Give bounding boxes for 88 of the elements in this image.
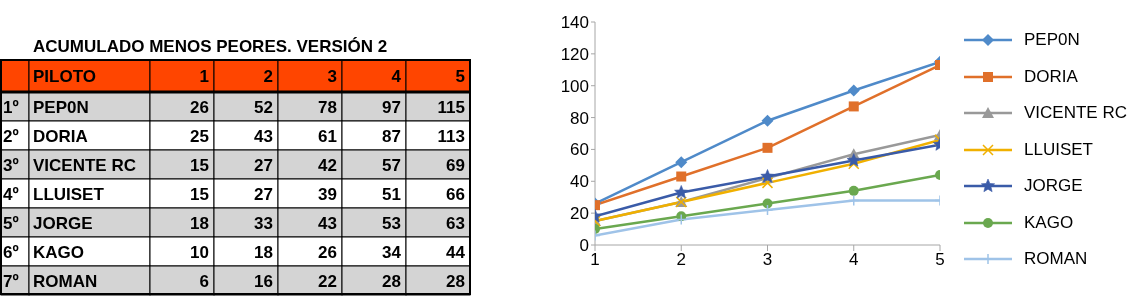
data-label: 28 [446,271,465,291]
data-label: 27 [254,184,273,204]
data-label: 113 [437,126,465,146]
data-label: 66 [446,184,465,204]
legend-label: LLUISET [1024,139,1093,160]
y-tick-label: 100 [560,76,589,96]
x-tick-label: 5 [935,250,945,270]
data-label: 18 [254,242,273,262]
data-label: 34 [382,242,402,262]
y-tick-label: 0 [579,236,589,256]
data-label: 52 [254,97,273,117]
text: 4º [3,184,19,204]
point [848,101,859,112]
x-tick-label: 4 [849,250,859,270]
x-tick-label: 5 [455,67,465,86]
data-label: 6 [199,271,209,291]
y-tick-label: VICENTE RC [33,155,136,175]
data-label: 51 [382,184,401,204]
data-label: 26 [318,242,337,262]
legend-label: ROMAN [1024,249,1088,270]
point [675,213,687,226]
data-label: 27 [254,155,273,175]
y-tick-label: ROMAN [33,271,98,291]
data-label: 43 [254,126,273,146]
point [674,185,689,199]
data-label: 63 [446,213,465,233]
data-label: 26 [190,97,209,117]
text: 2º [3,126,19,146]
data-label: 61 [318,126,337,146]
data-label: 78 [318,97,337,117]
text: 6º [3,242,19,262]
point [761,177,774,189]
data-label: 22 [318,271,337,291]
point [761,204,774,216]
legend-label: JORGE [1024,176,1083,197]
point [762,142,773,153]
point [761,114,774,127]
y-tick-label: PEP0N [33,97,89,117]
y-axis-title: PILOTO [33,67,96,86]
y-tick-label: 140 [560,13,589,33]
point [676,171,687,182]
x-tick-label: 4 [391,67,402,86]
x-tick-label: 2 [676,250,686,270]
y-tick-label: JORGE [33,213,93,233]
data-label: 115 [437,97,465,117]
data-label: 97 [382,97,401,117]
point [675,156,688,169]
y-tick-label: LLUISET [33,184,105,204]
data-label: 15 [190,155,209,175]
legend-label: DORIA [1024,66,1078,87]
y-tick-label: 120 [560,44,589,64]
point [848,185,859,196]
legend-label: PEP0N [1024,30,1080,51]
data-label: 43 [318,213,337,233]
data-label: 28 [382,271,401,291]
data-label: 53 [382,213,401,233]
legend-label: VICENTE RC [1024,103,1127,124]
data-label: 33 [254,213,273,233]
y-tick-label: 60 [570,140,589,160]
x-tick-label: 2 [263,67,273,86]
text: 5º [3,213,19,233]
text: 3º [3,155,19,175]
data-label: 69 [446,155,465,175]
y-tick-label: KAGO [33,242,84,262]
data-label: 16 [254,271,273,291]
data-label: 42 [318,155,337,175]
x-tick-label: 3 [327,67,337,86]
chart-title: ACUMULADO MENOS PEORES. VERSIÓN 2 [33,37,388,56]
x-tick-label: 1 [199,67,209,86]
x-tick-label: 1 [590,250,600,270]
data-label: 10 [190,242,209,262]
y-tick-label: 80 [570,108,589,128]
y-tick-label: 40 [570,172,589,192]
text: 7º [3,271,19,291]
data-label: 25 [190,126,209,146]
y-tick-label: DORIA [33,126,88,146]
data-label: 44 [446,242,466,262]
legend-label: KAGO [1024,212,1074,233]
text: 1º [3,97,19,117]
data-label: 15 [190,184,209,204]
data-label: 18 [190,213,209,233]
point [847,84,860,97]
point [846,153,861,167]
data-label: 57 [382,155,401,175]
data-label: 87 [382,126,401,146]
x-tick-label: 3 [762,250,773,270]
y-tick-label: 20 [570,204,589,224]
data-label: 39 [318,184,337,204]
